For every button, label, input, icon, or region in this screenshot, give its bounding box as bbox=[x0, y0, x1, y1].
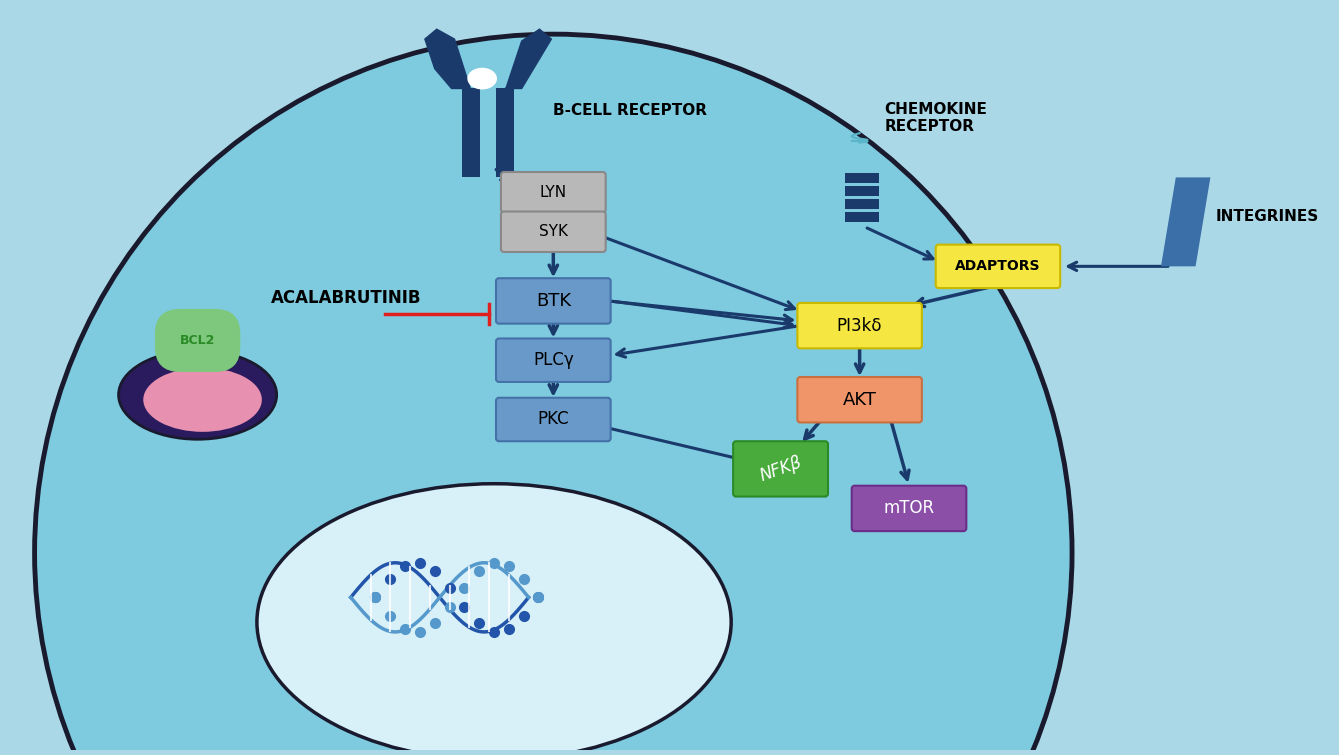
Bar bbox=[462, 88, 481, 177]
FancyBboxPatch shape bbox=[495, 278, 611, 324]
FancyBboxPatch shape bbox=[936, 245, 1060, 288]
FancyBboxPatch shape bbox=[495, 338, 611, 382]
Ellipse shape bbox=[257, 484, 731, 755]
Bar bbox=[845, 199, 880, 209]
Ellipse shape bbox=[467, 68, 497, 90]
Text: ACALABRUTINIB: ACALABRUTINIB bbox=[270, 289, 420, 307]
Text: BTK: BTK bbox=[536, 292, 570, 310]
FancyBboxPatch shape bbox=[797, 377, 921, 423]
Bar bbox=[845, 212, 880, 222]
Text: mTOR: mTOR bbox=[884, 499, 935, 517]
FancyBboxPatch shape bbox=[495, 398, 611, 441]
Polygon shape bbox=[424, 29, 470, 88]
Text: PLCγ: PLCγ bbox=[533, 351, 573, 369]
Text: AKT: AKT bbox=[842, 391, 877, 408]
Text: PI3kδ: PI3kδ bbox=[837, 316, 882, 334]
Bar bbox=[845, 174, 880, 183]
Ellipse shape bbox=[119, 350, 277, 439]
FancyBboxPatch shape bbox=[797, 303, 921, 348]
Ellipse shape bbox=[35, 34, 1073, 755]
Ellipse shape bbox=[143, 368, 262, 432]
Text: INTEGRINES: INTEGRINES bbox=[1216, 209, 1319, 224]
Text: CHEMOKINE
RECEPTOR: CHEMOKINE RECEPTOR bbox=[884, 102, 987, 134]
Text: ADAPTORS: ADAPTORS bbox=[955, 259, 1040, 273]
Text: NFKβ: NFKβ bbox=[757, 453, 805, 485]
Bar bbox=[495, 88, 514, 177]
Text: PKC: PKC bbox=[537, 411, 569, 429]
FancyBboxPatch shape bbox=[734, 441, 828, 497]
FancyBboxPatch shape bbox=[501, 172, 605, 212]
Bar bbox=[845, 186, 880, 196]
Text: B-CELL RECEPTOR: B-CELL RECEPTOR bbox=[553, 103, 707, 118]
Text: LYN: LYN bbox=[540, 185, 566, 200]
FancyBboxPatch shape bbox=[501, 211, 605, 252]
FancyBboxPatch shape bbox=[852, 485, 967, 532]
Polygon shape bbox=[505, 29, 552, 88]
Polygon shape bbox=[1161, 177, 1210, 267]
Text: SYK: SYK bbox=[538, 224, 568, 239]
Text: BCL2: BCL2 bbox=[179, 334, 216, 347]
